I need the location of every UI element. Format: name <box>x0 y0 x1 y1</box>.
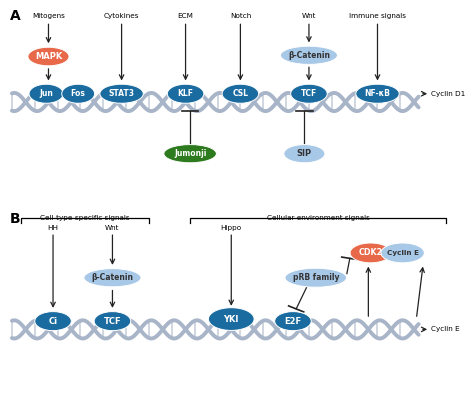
Ellipse shape <box>381 243 424 263</box>
Ellipse shape <box>285 268 346 287</box>
Text: NF-κB: NF-κB <box>365 89 391 98</box>
Text: SIP: SIP <box>297 149 312 158</box>
Text: HH: HH <box>47 225 59 231</box>
Text: Notch: Notch <box>230 13 251 19</box>
Text: Immune signals: Immune signals <box>349 13 406 19</box>
Text: B: B <box>9 212 20 225</box>
Text: CDK2: CDK2 <box>358 248 383 257</box>
Text: pRB family: pRB family <box>292 273 339 282</box>
Text: Jumonji: Jumonji <box>174 149 206 158</box>
Ellipse shape <box>209 308 254 331</box>
Ellipse shape <box>274 312 311 331</box>
Text: Cytokines: Cytokines <box>104 13 139 19</box>
Text: Cyclin E: Cyclin E <box>387 250 419 256</box>
Text: Wnt: Wnt <box>105 225 120 231</box>
Text: Ci: Ci <box>48 317 58 326</box>
Text: ECM: ECM <box>178 13 193 19</box>
Ellipse shape <box>281 46 337 65</box>
Ellipse shape <box>94 312 131 331</box>
Ellipse shape <box>62 84 95 103</box>
Text: Jun: Jun <box>39 89 53 98</box>
Text: YKI: YKI <box>224 315 239 323</box>
Ellipse shape <box>35 312 71 331</box>
Ellipse shape <box>164 145 217 163</box>
Text: A: A <box>9 9 20 23</box>
Text: Cell-type-specific signals: Cell-type-specific signals <box>40 215 130 221</box>
Text: KLF: KLF <box>178 89 193 98</box>
Text: Fos: Fos <box>71 89 86 98</box>
Ellipse shape <box>291 84 327 103</box>
Text: Cellular environment signals: Cellular environment signals <box>267 215 370 221</box>
Text: STAT3: STAT3 <box>109 89 135 98</box>
Ellipse shape <box>284 145 325 163</box>
Ellipse shape <box>29 84 64 103</box>
Text: TCF: TCF <box>301 89 317 98</box>
Text: E2F: E2F <box>284 317 301 326</box>
Ellipse shape <box>222 84 259 103</box>
Ellipse shape <box>350 243 391 263</box>
Text: β-Catenin: β-Catenin <box>91 273 134 282</box>
Ellipse shape <box>100 84 143 103</box>
Text: Cyclin E: Cyclin E <box>431 326 460 332</box>
Text: Hippo: Hippo <box>221 225 242 231</box>
Ellipse shape <box>356 84 399 103</box>
Text: TCF: TCF <box>104 317 121 326</box>
Text: Mitogens: Mitogens <box>32 13 65 19</box>
Text: MAPK: MAPK <box>35 52 62 61</box>
Text: β-Catenin: β-Catenin <box>288 51 330 60</box>
Text: CSL: CSL <box>232 89 248 98</box>
Text: Cyclin D1: Cyclin D1 <box>431 91 465 97</box>
Ellipse shape <box>28 47 69 66</box>
Text: Wnt: Wnt <box>301 13 316 19</box>
Ellipse shape <box>84 269 141 287</box>
Ellipse shape <box>167 84 204 103</box>
